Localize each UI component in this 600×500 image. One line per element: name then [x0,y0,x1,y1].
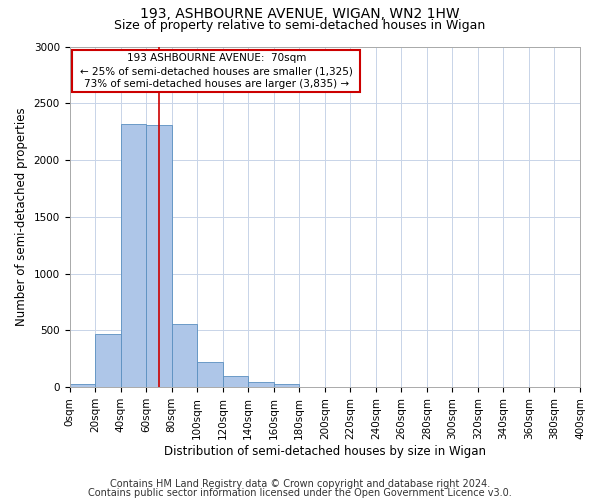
X-axis label: Distribution of semi-detached houses by size in Wigan: Distribution of semi-detached houses by … [164,444,486,458]
Bar [172,324,197,387]
Bar [223,376,248,387]
Text: Size of property relative to semi-detached houses in Wigan: Size of property relative to semi-detach… [115,18,485,32]
Bar [95,334,121,387]
Text: 193 ASHBOURNE AVENUE:  70sqm: 193 ASHBOURNE AVENUE: 70sqm [127,54,306,64]
Y-axis label: Number of semi-detached properties: Number of semi-detached properties [15,108,28,326]
Text: Contains HM Land Registry data © Crown copyright and database right 2024.: Contains HM Land Registry data © Crown c… [110,479,490,489]
Bar [70,384,95,387]
Bar [274,384,299,387]
Bar [146,125,172,387]
FancyBboxPatch shape [72,50,361,92]
Text: Contains public sector information licensed under the Open Government Licence v3: Contains public sector information licen… [88,488,512,498]
Text: 73% of semi-detached houses are larger (3,835) →: 73% of semi-detached houses are larger (… [84,79,349,89]
Text: ← 25% of semi-detached houses are smaller (1,325): ← 25% of semi-detached houses are smalle… [80,66,353,76]
Bar [197,362,223,387]
Text: 193, ASHBOURNE AVENUE, WIGAN, WN2 1HW: 193, ASHBOURNE AVENUE, WIGAN, WN2 1HW [140,8,460,22]
Bar [121,124,146,387]
Bar [248,382,274,387]
